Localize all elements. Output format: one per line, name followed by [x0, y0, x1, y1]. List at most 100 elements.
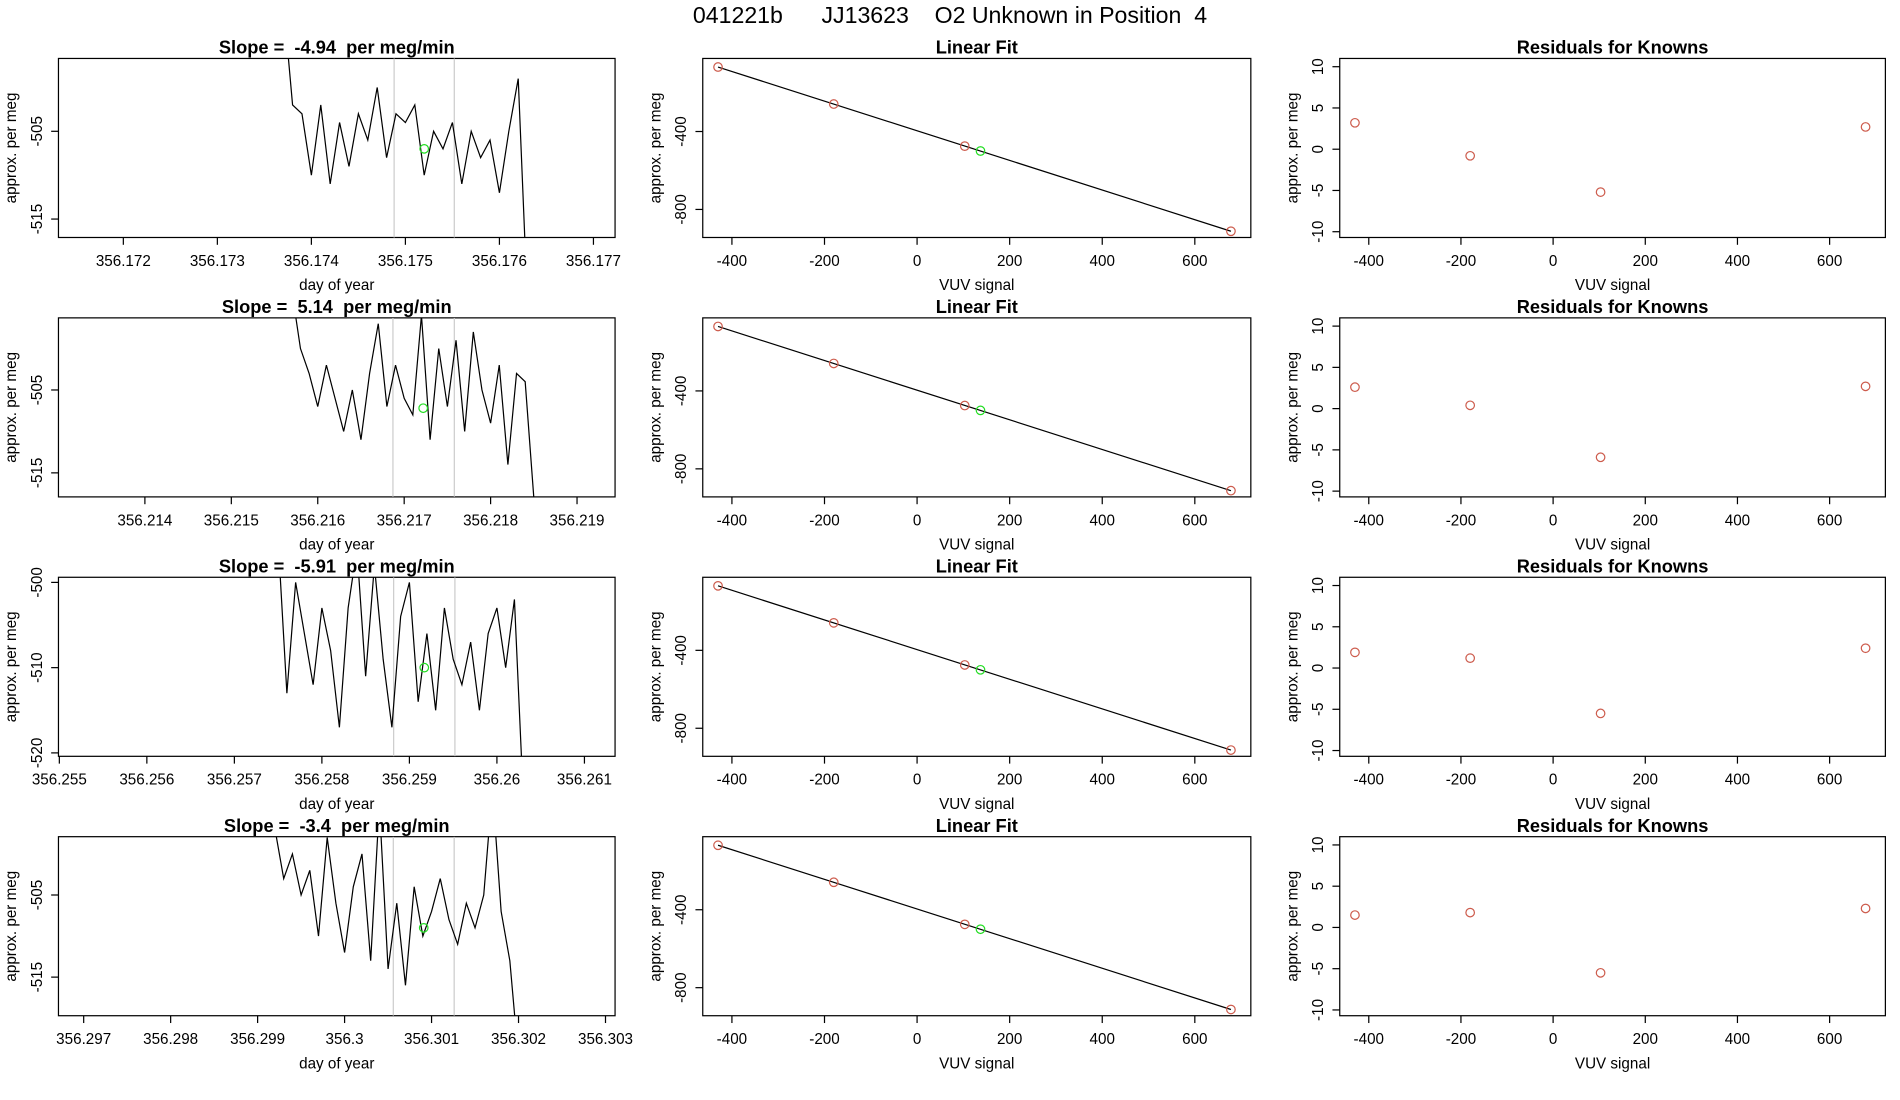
- x-tick-label: 356.219: [550, 512, 605, 529]
- x-tick-label: 200: [997, 253, 1022, 270]
- data-point: [1595, 708, 1606, 719]
- x-tick-label: 356.214: [117, 512, 173, 529]
- data-point: [1226, 226, 1236, 237]
- plot-area: [295, 317, 535, 497]
- x-tick-label: 600: [1182, 253, 1207, 270]
- plot-area: [713, 580, 1236, 755]
- x-tick-label: -400: [1354, 1031, 1384, 1048]
- x-tick-label: -400: [1354, 253, 1384, 270]
- fit-line: [717, 325, 1232, 492]
- y-tick-label: -5: [1310, 443, 1327, 457]
- x-tick-label: 200: [997, 512, 1022, 529]
- y-tick-label: -515: [29, 458, 46, 488]
- x-tick-label: 0: [1549, 253, 1557, 270]
- panel-title: Linear Fit: [936, 555, 1018, 576]
- y-axis-label: approx. per meg: [3, 352, 20, 463]
- x-tick-label: 356.217: [377, 512, 432, 529]
- plot-box: [57, 836, 616, 1017]
- y-tick-label: -5: [1310, 184, 1327, 198]
- data-point: [713, 62, 723, 72]
- y-axis-label: approx. per meg: [647, 611, 664, 722]
- plot-box: [1339, 57, 1886, 239]
- y-tick-label: -500: [29, 567, 46, 597]
- plot-area: [1350, 117, 1871, 197]
- x-tick-label: 356.177: [566, 253, 621, 270]
- x-tick-label: 400: [1090, 253, 1115, 270]
- x-tick-label: 356.298: [143, 1031, 198, 1048]
- fit-line: [717, 66, 1232, 232]
- y-tick-label: -5: [1310, 703, 1327, 717]
- panel: Residuals for Knowns VUV signal approx. pe…: [1284, 37, 1886, 294]
- y-tick-label: -10: [1310, 221, 1327, 243]
- y-tick-label: 0: [1310, 404, 1327, 412]
- plot-area: [1350, 903, 1871, 978]
- x-tick-label: 356.173: [190, 253, 245, 270]
- y-axis-label: approx. per meg: [1284, 611, 1301, 722]
- data-point: [1465, 150, 1476, 161]
- plot-box: [57, 57, 616, 239]
- highlight-point: [418, 922, 429, 933]
- x-tick-label: 600: [1817, 253, 1842, 270]
- data-point: [1465, 653, 1476, 664]
- panel-title: Linear Fit: [936, 815, 1018, 836]
- data-point: [1350, 382, 1360, 393]
- data-point: [959, 919, 970, 930]
- data-point: [1595, 967, 1606, 978]
- x-tick-label: 356.256: [119, 772, 174, 789]
- x-tick-label: 356.257: [207, 772, 262, 789]
- highlight-point: [975, 146, 986, 156]
- y-tick-label: -5: [1310, 962, 1327, 976]
- y-tick-label: -400: [673, 376, 690, 406]
- data-point: [1226, 1004, 1236, 1015]
- y-tick-label: -520: [29, 738, 46, 768]
- y-axis-label: approx. per meg: [1284, 871, 1301, 982]
- panel-title: Slope = -3.4 per meg/min: [224, 815, 450, 836]
- y-tick-label: 0: [1310, 145, 1327, 153]
- x-tick-label: -400: [717, 253, 747, 270]
- x-axis-label: VUV signal: [1575, 277, 1650, 294]
- data-point: [713, 840, 723, 851]
- plot-area: [275, 836, 516, 1016]
- plot-area: [713, 62, 1236, 237]
- x-tick-label: 356.255: [32, 772, 87, 789]
- panel-title: Linear Fit: [936, 37, 1018, 58]
- x-axis-label: VUV signal: [939, 277, 1014, 294]
- data-point: [1860, 903, 1871, 914]
- highlight-point: [418, 403, 429, 414]
- x-tick-label: 400: [1725, 1031, 1750, 1048]
- x-tick-label: 200: [997, 1031, 1022, 1048]
- x-tick-label: 200: [1633, 1031, 1658, 1048]
- x-tick-label: -200: [1446, 1031, 1476, 1048]
- data-point: [1465, 907, 1476, 918]
- plot-box: [1339, 317, 1886, 498]
- panel-title: Residuals for Knowns: [1517, 296, 1709, 317]
- y-tick-label: -800: [673, 194, 690, 224]
- y-axis-label: approx. per meg: [647, 93, 664, 204]
- x-tick-label: 400: [1725, 512, 1750, 529]
- y-tick-label: -505: [29, 116, 46, 146]
- y-tick-label: -10: [1310, 740, 1327, 762]
- panel: Slope = -4.94 per meg/min day of year appr…: [3, 37, 621, 295]
- x-tick-label: 356.259: [382, 772, 437, 789]
- y-tick-label: -400: [673, 116, 690, 146]
- x-tick-label: 356.3: [326, 1031, 364, 1048]
- panel-title: Slope = -5.91 per meg/min: [219, 555, 455, 576]
- x-tick-label: 356.261: [557, 772, 612, 789]
- x-tick-label: 0: [1549, 1031, 1557, 1048]
- data-point: [1860, 381, 1871, 392]
- x-tick-label: 0: [1549, 772, 1557, 789]
- plot-area: [1350, 381, 1871, 463]
- x-tick-label: 400: [1090, 1031, 1115, 1048]
- y-tick-label: 5: [1310, 104, 1327, 112]
- y-tick-label: -800: [673, 713, 690, 743]
- x-tick-label: 0: [913, 253, 921, 270]
- panel: Residuals for Knowns VUV signal approx. pe…: [1284, 555, 1886, 813]
- y-tick-label: -515: [29, 204, 46, 234]
- plot-box: [57, 317, 616, 498]
- panel-title: Slope = -4.94 per meg/min: [219, 37, 455, 58]
- x-tick-label: -200: [809, 1031, 839, 1048]
- data-point: [959, 400, 970, 411]
- x-tick-label: 400: [1090, 772, 1115, 789]
- data-point: [828, 99, 839, 109]
